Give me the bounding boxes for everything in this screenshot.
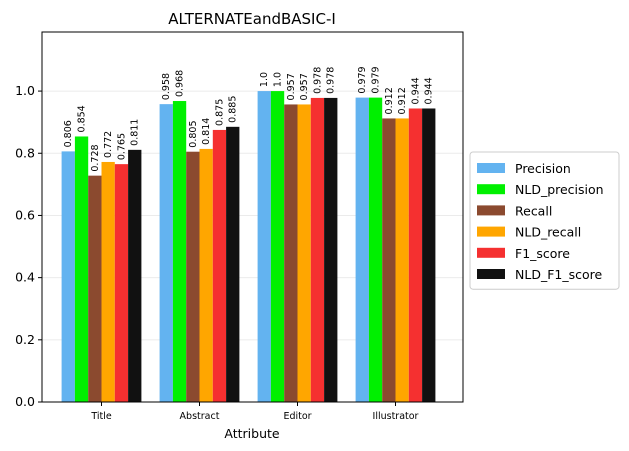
bar-value-label: 0.979 (371, 66, 382, 93)
bar-value-label: 0.765 (116, 133, 127, 160)
bar (172, 101, 187, 402)
y-axis: 0.0 0.2 0.4 0.6 0.8 1.0 (15, 83, 42, 409)
bar (324, 97, 338, 403)
bar-value-label: 0.978 (326, 67, 337, 94)
x-tick-label: Illustrator (373, 411, 419, 422)
legend-label: NLD_F1_score (515, 267, 602, 282)
bar (88, 175, 102, 402)
legend: Precision NLD_precision Recall NLD_recall F1… (469, 151, 620, 290)
legend-swatch (477, 205, 505, 216)
bar-value-label: 0.772 (103, 131, 114, 158)
bar-value-label: 0.728 (90, 144, 101, 171)
bar-value-label: 1.0 (273, 72, 284, 87)
x-tick-label: Abstract (180, 411, 220, 422)
bar (199, 148, 213, 402)
bar (226, 126, 240, 402)
legend-label: F1_score (515, 246, 570, 261)
bar (257, 91, 271, 403)
bar (128, 149, 142, 402)
bar (159, 104, 173, 402)
x-tick-label: Title (90, 411, 112, 422)
bar-value-label: 0.885 (228, 96, 239, 123)
legend-label: NLD_precision (515, 182, 604, 197)
legend-label: Recall (515, 203, 552, 218)
bar-value-label: 0.979 (357, 66, 368, 93)
bar-value-label: 0.958 (161, 73, 172, 100)
bar (382, 118, 396, 402)
bar-value-label: 0.944 (424, 77, 435, 104)
plot-frame (41, 31, 464, 403)
bar-value-label: 0.814 (201, 118, 212, 145)
x-tick-label: Editor (283, 411, 311, 422)
y-tick-label: 0.0 (15, 394, 35, 409)
bar (270, 91, 285, 403)
bar (74, 136, 89, 402)
bar-value-label: 0.912 (384, 87, 395, 114)
legend-swatch (477, 269, 505, 279)
bar-value-label: 0.875 (214, 99, 225, 126)
bar (422, 108, 436, 402)
bar (61, 151, 75, 402)
bar (310, 97, 325, 403)
legend-swatch (477, 226, 505, 237)
bar (212, 129, 227, 403)
bar-value-label: 0.912 (397, 87, 408, 114)
bar (395, 118, 409, 402)
bar (101, 161, 115, 402)
bar (114, 164, 129, 402)
bar (297, 104, 311, 403)
bar-value-label: 0.978 (312, 67, 323, 94)
bar (368, 97, 383, 402)
chart-title: ALTERNATEandBASIC-I (168, 10, 336, 28)
x-axis: Title Abstract Editor Illustrator (90, 402, 419, 422)
legend-label: NLD_recall (515, 225, 581, 240)
legend-swatch (477, 184, 505, 195)
bars (61, 91, 436, 403)
bar-value-label: 0.944 (410, 77, 421, 104)
bar-value-label: 0.957 (299, 73, 310, 100)
bar-value-label: 0.806 (63, 120, 74, 147)
bar-value-label: 0.811 (130, 119, 141, 146)
legend-label: Precision (515, 161, 571, 176)
y-tick-label: 0.4 (15, 270, 35, 285)
legend-swatch (477, 247, 505, 258)
bar-value-label: 0.805 (188, 121, 199, 148)
legend-swatch (477, 163, 505, 173)
bar-value-label: 0.957 (286, 73, 297, 100)
y-tick-label: 0.6 (15, 207, 35, 222)
y-tick-label: 0.2 (15, 332, 35, 347)
bar (186, 151, 200, 402)
bar (408, 108, 423, 402)
bar-value-label: 1.0 (259, 72, 270, 87)
y-tick-label: 1.0 (15, 83, 35, 98)
bar-value-label: 0.854 (77, 105, 88, 132)
bar (355, 97, 369, 402)
bar-value-label: 0.968 (175, 70, 186, 97)
bar (284, 104, 298, 403)
x-axis-label: Attribute (224, 426, 280, 441)
legend-box (469, 151, 620, 290)
y-tick-label: 0.8 (15, 145, 35, 160)
